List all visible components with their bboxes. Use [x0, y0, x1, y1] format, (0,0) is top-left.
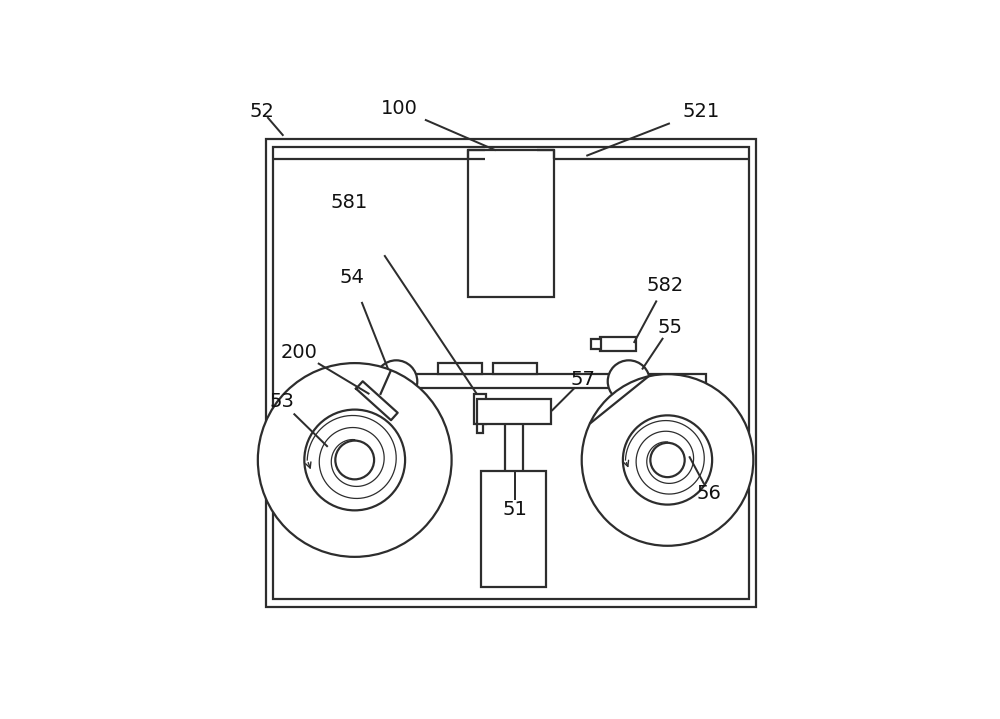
Text: 51: 51	[503, 500, 528, 519]
Bar	[273, 147, 749, 600]
Circle shape	[375, 360, 417, 403]
Circle shape	[258, 363, 452, 557]
Circle shape	[582, 374, 753, 546]
Bar	[468, 150, 554, 297]
Text: 200: 200	[281, 342, 318, 362]
Text: 53: 53	[269, 393, 294, 411]
Bar	[316, 374, 706, 388]
Text: 55: 55	[658, 318, 683, 336]
Polygon shape	[356, 381, 398, 420]
Text: 582: 582	[646, 276, 683, 295]
Text: 57: 57	[570, 370, 595, 389]
Bar	[474, 393, 486, 424]
Bar	[477, 423, 483, 433]
Circle shape	[608, 360, 650, 403]
Bar	[591, 339, 601, 349]
Bar	[600, 336, 636, 351]
Circle shape	[304, 410, 405, 510]
Bar	[477, 399, 551, 424]
Bar	[438, 363, 482, 374]
Text: 521: 521	[682, 101, 719, 121]
Text: 100: 100	[381, 99, 417, 118]
Text: 54: 54	[340, 267, 364, 287]
Text: 581: 581	[331, 193, 368, 212]
Circle shape	[335, 441, 374, 480]
Text: 56: 56	[697, 484, 721, 503]
Bar	[266, 139, 756, 607]
Circle shape	[650, 443, 685, 477]
Bar	[493, 363, 537, 374]
Text: 52: 52	[250, 101, 275, 121]
Bar	[481, 471, 546, 587]
Circle shape	[623, 416, 712, 505]
